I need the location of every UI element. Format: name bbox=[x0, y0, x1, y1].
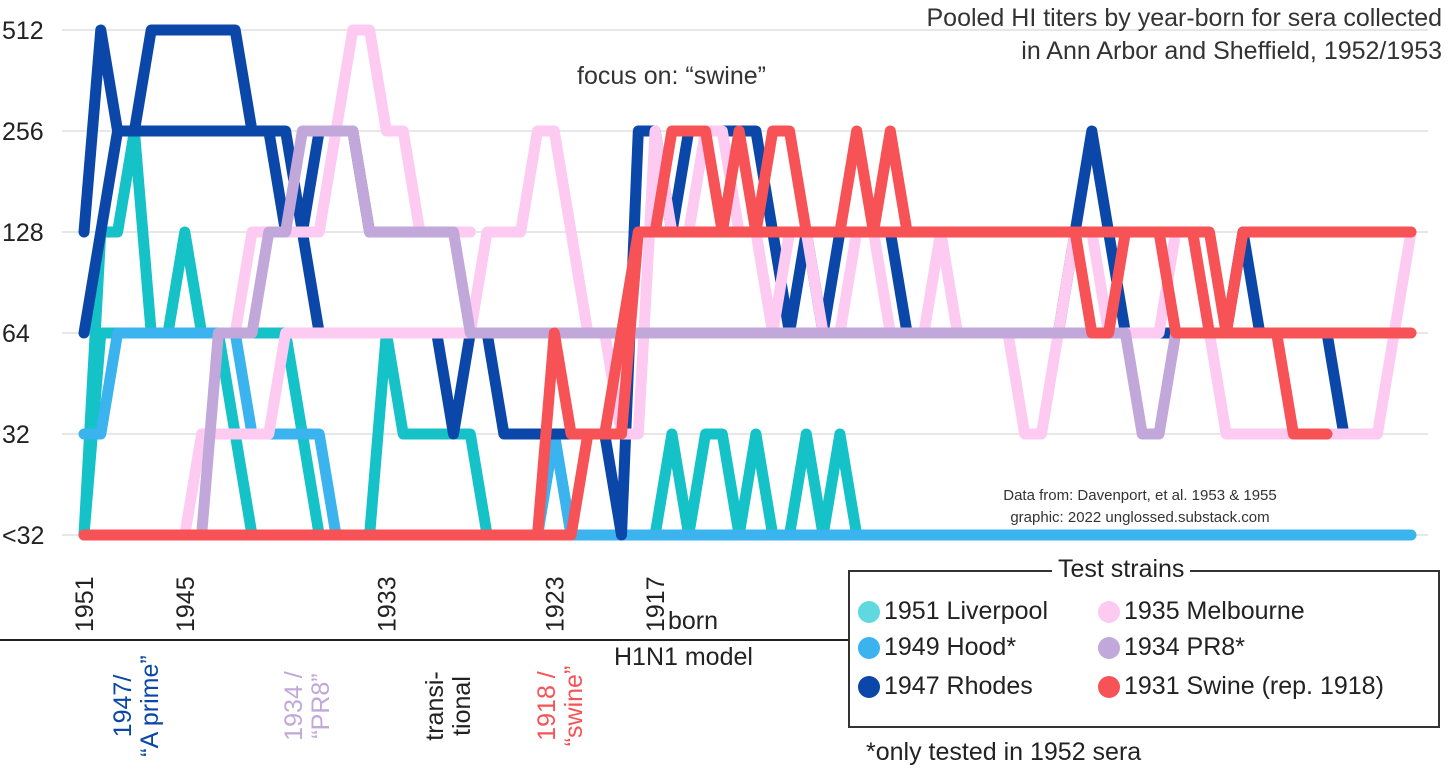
x-tick-label: 1923 bbox=[541, 576, 569, 632]
series-line bbox=[918, 226, 1333, 440]
footnote: *only tested in 1952 sera bbox=[866, 738, 1142, 766]
legend-label: 1949 Hood* bbox=[884, 633, 1017, 661]
x-tick-label: 1951 bbox=[71, 576, 99, 632]
legend-swatch bbox=[858, 675, 880, 698]
series-line bbox=[196, 125, 1199, 541]
model-group-swine-line-1: 1918 / bbox=[533, 671, 561, 741]
model-group-pr8-line-1: 1934 / bbox=[280, 671, 308, 741]
legend-item: 1949 Hood* bbox=[858, 633, 1016, 662]
series-line bbox=[229, 24, 476, 339]
legend-swatch bbox=[858, 636, 880, 659]
model-group-a-prime-line-1: 1947/ bbox=[109, 674, 137, 738]
data-credit: Data from: Davenport, et al. 1953 & 1955 bbox=[1003, 487, 1277, 504]
y-tick-label: 128 bbox=[2, 219, 44, 247]
legend-item: 1934 PR8* bbox=[1098, 633, 1245, 662]
model-group-swine: 1918 / “swine” bbox=[533, 636, 590, 776]
model-group-transitional: transi- tional bbox=[421, 636, 478, 776]
chart-subtitle: focus on: “swine” bbox=[577, 62, 766, 90]
chart-title-line-1: Pooled HI titers by year-born for sera c… bbox=[926, 4, 1442, 32]
legend-item: 1951 Liverpool bbox=[858, 597, 1048, 626]
y-tick-label: 256 bbox=[2, 118, 44, 146]
y-tick-label: 32 bbox=[2, 421, 30, 449]
model-group-pr8: 1934 / “PR8” bbox=[280, 636, 337, 776]
model-group-transitional-line-2: tional bbox=[448, 676, 476, 736]
legend-swatch bbox=[858, 600, 880, 623]
y-tick-label: <32 bbox=[2, 522, 44, 550]
legend-label: 1947 Rhodes bbox=[884, 672, 1033, 700]
y-tick-label: 64 bbox=[2, 320, 30, 348]
x-tick-labels: 1951 1945 1933 1923 1917 bbox=[71, 576, 670, 632]
x-axis-label: born bbox=[668, 607, 719, 635]
series-line bbox=[78, 24, 1350, 541]
y-tick-labels: <32 32 64 128 256 512 bbox=[2, 17, 44, 550]
x-tick-label: 1933 bbox=[373, 576, 401, 632]
model-group-a-prime-line-2: “A prime” bbox=[136, 655, 164, 757]
legend bbox=[848, 570, 1440, 728]
model-group-pr8-line-2: “PR8” bbox=[307, 673, 335, 739]
graphic-credit: graphic: 2022 unglossed.substack.com bbox=[1010, 509, 1270, 526]
legend-title: Test strains bbox=[1052, 555, 1191, 584]
legend-swatch bbox=[1098, 600, 1120, 623]
legend-item: 1931 Swine (rep. 1918) bbox=[1098, 672, 1384, 701]
model-group-swine-line-2: “swine” bbox=[560, 665, 588, 747]
y-tick-label: 512 bbox=[2, 17, 44, 45]
legend-label: 1951 Liverpool bbox=[884, 597, 1049, 625]
legend-swatch bbox=[1098, 675, 1120, 698]
x-tick-label: 1945 bbox=[172, 576, 200, 632]
legend-item: 1935 Melbourne bbox=[1098, 597, 1305, 626]
x-tick-label: 1917 bbox=[642, 576, 670, 632]
chart-series bbox=[78, 24, 1417, 541]
model-label: H1N1 model bbox=[614, 643, 753, 671]
chart-title-line-2: in Ann Arbor and Sheffield, 1952/1953 bbox=[1021, 37, 1442, 65]
legend-swatch bbox=[1098, 636, 1120, 659]
legend-label: 1935 Melbourne bbox=[1124, 597, 1305, 625]
legend-label: 1934 PR8* bbox=[1124, 633, 1245, 661]
chart-title: Pooled HI titers by year-born for sera c… bbox=[926, 2, 1442, 68]
legend-label: 1931 Swine (rep. 1918) bbox=[1124, 672, 1384, 700]
model-group-transitional-line-1: transi- bbox=[421, 671, 449, 741]
legend-item: 1947 Rhodes bbox=[858, 672, 1033, 701]
model-group-a-prime: 1947/ “A prime” bbox=[109, 636, 166, 776]
